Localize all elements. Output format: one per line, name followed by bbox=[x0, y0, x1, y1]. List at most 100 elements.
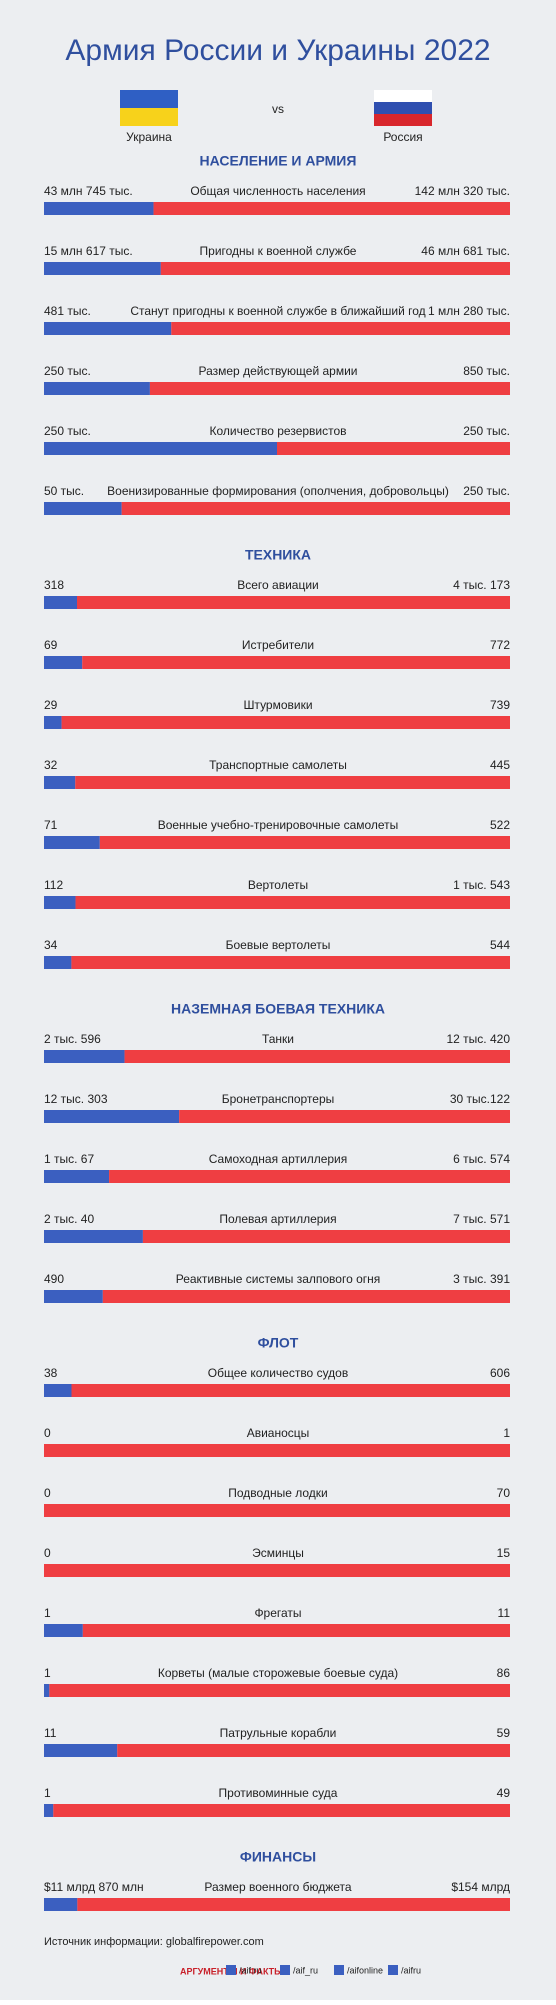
russia-value: 772 bbox=[490, 638, 510, 652]
russia-value: 6 тыс. 574 bbox=[453, 1152, 510, 1166]
ukraine-value: $11 млрд 870 млн bbox=[44, 1880, 144, 1894]
row-label: Корветы (малые сторожевые боевые суда) bbox=[158, 1666, 398, 1680]
ukraine-value: 2 тыс. 40 bbox=[44, 1212, 94, 1226]
row-label: Станут пригодны к военной службе в ближа… bbox=[130, 304, 425, 318]
vs-label: vs bbox=[272, 102, 284, 116]
russia-bar bbox=[142, 1230, 510, 1243]
russia-bar bbox=[44, 1504, 510, 1517]
ukraine-value: 0 bbox=[44, 1546, 51, 1560]
social-icon bbox=[388, 1965, 398, 1975]
row-label: Истребители bbox=[242, 638, 314, 652]
ukraine-bar bbox=[44, 1170, 110, 1183]
russia-value: 606 bbox=[490, 1366, 510, 1380]
social-icon bbox=[280, 1965, 290, 1975]
row-label: Военизированные формирования (ополчения,… bbox=[107, 484, 449, 498]
ukraine-bar bbox=[44, 442, 277, 455]
russia-bar bbox=[171, 322, 510, 335]
row-label: Транспортные самолеты bbox=[209, 758, 347, 772]
russia-value: 1 млн 280 тыс. bbox=[428, 304, 510, 318]
russia-bar bbox=[117, 1744, 510, 1757]
ukraine-bar bbox=[44, 1624, 83, 1637]
russia-value: 250 тыс. bbox=[463, 484, 510, 498]
russia-value: 70 bbox=[497, 1486, 511, 1500]
ukraine-value: 34 bbox=[44, 938, 58, 952]
russia-value: $154 млрд bbox=[451, 1880, 510, 1894]
russia-bar bbox=[124, 1050, 510, 1063]
russia-bar bbox=[44, 1564, 510, 1577]
ukraine-bar bbox=[44, 1804, 54, 1817]
russia-value: 850 тыс. bbox=[463, 364, 510, 378]
ukraine-value: 250 тыс. bbox=[44, 424, 91, 438]
russia-value: 250 тыс. bbox=[463, 424, 510, 438]
section-title: ФИНАНСЫ bbox=[240, 1849, 316, 1865]
section-title: НАЗЕМНАЯ БОЕВАЯ ТЕХНИКА bbox=[171, 1001, 385, 1017]
russia-value: 4 тыс. 173 bbox=[453, 578, 510, 592]
ukraine-value: 490 bbox=[44, 1272, 64, 1286]
ukraine-bar bbox=[44, 262, 161, 275]
row-label: Пригодны к военной службе bbox=[200, 244, 357, 258]
ukraine-value: 12 тыс. 303 bbox=[44, 1092, 108, 1106]
russia-bar bbox=[82, 656, 510, 669]
ukraine-bar bbox=[44, 1744, 118, 1757]
ukraine-value: 11 bbox=[44, 1726, 57, 1740]
russia-value: 739 bbox=[490, 698, 510, 712]
footer-links: /aif.ru/aif_ru/aifonline/aifru bbox=[226, 1965, 421, 1975]
section-title: ТЕХНИКА bbox=[245, 547, 311, 563]
russia-value: 522 bbox=[490, 818, 510, 832]
russia-value: 3 тыс. 391 bbox=[453, 1272, 510, 1286]
russia-bar bbox=[77, 1898, 510, 1911]
ukraine-bar bbox=[44, 1110, 180, 1123]
row-label: Танки bbox=[262, 1032, 294, 1046]
row-label: Авианосцы bbox=[247, 1426, 310, 1440]
russia-value: 49 bbox=[497, 1786, 511, 1800]
russia-bar bbox=[61, 716, 511, 729]
ukraine-bar bbox=[44, 836, 100, 849]
ukraine-bar bbox=[44, 656, 83, 669]
row-label: Противоминные суда bbox=[219, 1786, 338, 1800]
flag-ukraine bbox=[120, 90, 178, 126]
flag-russia bbox=[374, 90, 432, 126]
ukraine-bar bbox=[44, 596, 77, 609]
row-label: Общая численность населения bbox=[190, 184, 365, 198]
russia-bar bbox=[76, 596, 511, 609]
title: Армия России и Украины 2022 bbox=[65, 34, 490, 67]
ukraine-value: 29 bbox=[44, 698, 58, 712]
row-label: Самоходная артиллерия bbox=[209, 1152, 348, 1166]
russia-value: 12 тыс. 420 bbox=[447, 1032, 511, 1046]
ukraine-value: 318 bbox=[44, 578, 64, 592]
row-label: Полевая артиллерия bbox=[219, 1212, 336, 1226]
russia-bar bbox=[102, 1290, 510, 1303]
side-label: Россия bbox=[383, 130, 422, 144]
russia-value: 1 bbox=[503, 1426, 510, 1440]
ukraine-bar bbox=[44, 322, 172, 335]
ukraine-value: 1 bbox=[44, 1666, 51, 1680]
russia-bar bbox=[75, 896, 510, 909]
row-label: Вертолеты bbox=[248, 878, 308, 892]
russia-value: 86 bbox=[497, 1666, 511, 1680]
russia-bar bbox=[49, 1684, 510, 1697]
russia-bar bbox=[53, 1804, 510, 1817]
row-label: Штурмовики bbox=[243, 698, 312, 712]
section-title: ФЛОТ bbox=[258, 1335, 299, 1351]
ukraine-bar bbox=[44, 896, 76, 909]
russia-bar bbox=[109, 1170, 510, 1183]
ukraine-bar bbox=[44, 202, 154, 215]
ukraine-value: 250 тыс. bbox=[44, 364, 91, 378]
russia-bar bbox=[121, 502, 511, 515]
russia-bar bbox=[44, 1444, 510, 1457]
russia-bar bbox=[71, 956, 510, 969]
ukraine-value: 112 bbox=[44, 878, 63, 892]
row-label: Количество резервистов bbox=[209, 424, 346, 438]
russia-bar bbox=[277, 442, 510, 455]
russia-value: 544 bbox=[490, 938, 510, 952]
ukraine-value: 32 bbox=[44, 758, 58, 772]
ukraine-value: 1 bbox=[44, 1786, 51, 1800]
ukraine-bar bbox=[44, 1684, 50, 1697]
russia-value: 59 bbox=[497, 1726, 511, 1740]
russia-bar bbox=[153, 202, 511, 215]
social-link: /aif.ru bbox=[239, 1965, 262, 1975]
ukraine-value: 15 млн 617 тыс. bbox=[44, 244, 133, 258]
ukraine-value: 1 тыс. 67 bbox=[44, 1152, 94, 1166]
